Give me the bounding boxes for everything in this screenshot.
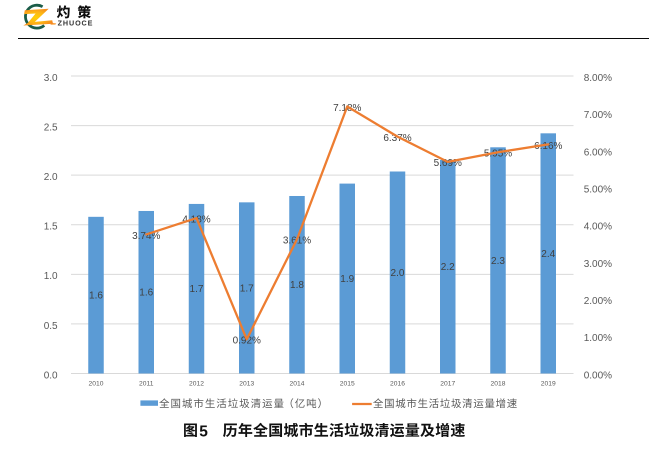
svg-text:2017: 2017 — [440, 381, 455, 388]
svg-text:2.0: 2.0 — [44, 172, 58, 183]
svg-text:2.2: 2.2 — [441, 262, 455, 273]
svg-text:2012: 2012 — [189, 381, 204, 388]
svg-text:2.3: 2.3 — [491, 256, 505, 267]
svg-text:2015: 2015 — [340, 381, 355, 388]
svg-text:1.0: 1.0 — [44, 271, 58, 282]
svg-text:3.74%: 3.74% — [132, 231, 160, 242]
svg-text:1.7: 1.7 — [190, 284, 204, 295]
svg-text:5.69%: 5.69% — [434, 158, 462, 169]
svg-text:1.8: 1.8 — [290, 280, 304, 291]
svg-text:0.92%: 0.92% — [233, 336, 261, 347]
svg-text:5: 5 — [199, 423, 208, 440]
svg-text:6.16%: 6.16% — [534, 141, 562, 152]
svg-text:6.00%: 6.00% — [584, 147, 612, 158]
svg-text:2018: 2018 — [491, 381, 506, 388]
svg-text:7.00%: 7.00% — [584, 110, 612, 121]
svg-text:5.95%: 5.95% — [484, 149, 512, 160]
svg-text:1.9: 1.9 — [340, 274, 354, 285]
svg-text:2019: 2019 — [541, 381, 556, 388]
svg-text:0.00%: 0.00% — [584, 370, 612, 381]
svg-text:3.00%: 3.00% — [584, 259, 612, 270]
svg-text:2013: 2013 — [239, 381, 254, 388]
svg-text:8.00%: 8.00% — [584, 73, 612, 84]
svg-text:0.0: 0.0 — [44, 370, 58, 381]
svg-text:2010: 2010 — [89, 381, 104, 388]
svg-text:2016: 2016 — [390, 381, 405, 388]
svg-text:1.5: 1.5 — [44, 222, 58, 233]
svg-text:2.5: 2.5 — [44, 122, 58, 133]
svg-text:1.6: 1.6 — [139, 288, 153, 299]
svg-text:2.00%: 2.00% — [584, 296, 612, 307]
svg-text:3.0: 3.0 — [44, 73, 58, 84]
svg-text:6.37%: 6.37% — [383, 133, 411, 144]
svg-text:ZHUOCE: ZHUOCE — [58, 19, 94, 28]
svg-text:2.0: 2.0 — [391, 268, 405, 279]
svg-text:4.00%: 4.00% — [584, 222, 612, 233]
svg-text:2011: 2011 — [139, 381, 154, 388]
svg-text:1.00%: 1.00% — [584, 333, 612, 344]
svg-text:2.4: 2.4 — [541, 249, 555, 260]
svg-text:1.6: 1.6 — [89, 291, 103, 302]
svg-text:2014: 2014 — [290, 381, 305, 388]
svg-text:0.5: 0.5 — [44, 321, 58, 332]
svg-text:5.00%: 5.00% — [584, 184, 612, 195]
svg-text:1.7: 1.7 — [240, 283, 254, 294]
